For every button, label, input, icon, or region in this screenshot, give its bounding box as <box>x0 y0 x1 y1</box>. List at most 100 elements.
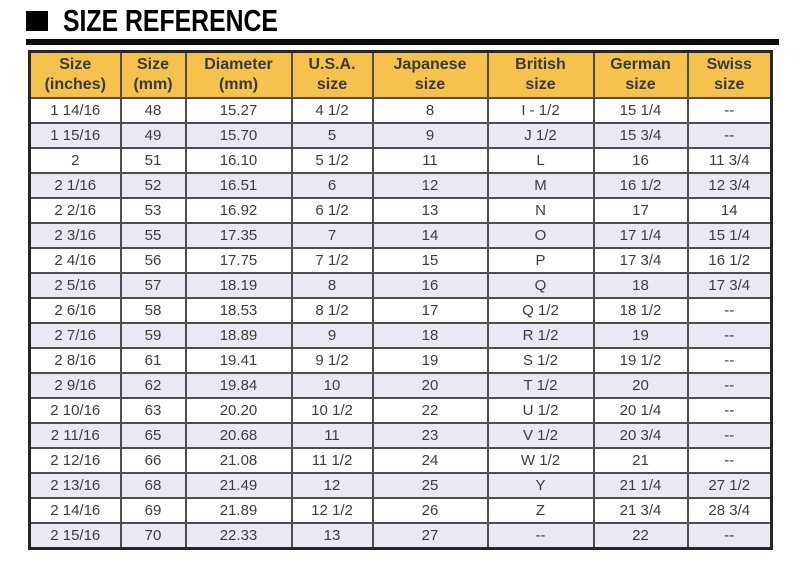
table-cell: -- <box>686 447 773 474</box>
table-cell: 62 <box>119 372 187 399</box>
size-reference-table: Size (inches) Size (mm) Diameter (mm) U.S.A. si… <box>28 50 773 550</box>
table-cell: U 1/2 <box>486 397 595 424</box>
table-cell: I - 1/2 <box>486 97 595 124</box>
table-row: 2 9/16 62 19.84 10 20 T 1/2 20 -- <box>28 372 773 399</box>
table-cell: 20.20 <box>184 397 293 424</box>
column-header: Japanese size <box>371 50 489 99</box>
column-header: Diameter (mm) <box>184 50 293 99</box>
table-cell: 1 15/16 <box>28 122 122 149</box>
title-underline <box>26 39 779 45</box>
table-cell: 11 3/4 <box>686 147 773 174</box>
table-cell: 16.51 <box>184 172 293 199</box>
square-bullet-icon <box>26 10 48 31</box>
table-cell: 2 14/16 <box>28 497 122 524</box>
table-row: 2 10/16 63 20.20 10 1/2 22 U 1/2 20 1/4 -- <box>28 397 773 424</box>
table-cell: Q <box>486 272 595 299</box>
table-cell: 15 3/4 <box>592 122 689 149</box>
table-row: 2 1/16 52 16.51 6 12 M 16 1/2 12 3/4 <box>28 172 773 199</box>
table-row: 2 5/16 57 18.19 8 16 Q 18 17 3/4 <box>28 272 773 299</box>
table-cell: 19.41 <box>184 347 293 374</box>
table-cell: 18.53 <box>184 297 293 324</box>
table-cell: R 1/2 <box>486 322 595 349</box>
table-cell: 55 <box>119 222 187 249</box>
table-cell: 15.70 <box>184 122 293 149</box>
column-header: Size (inches) <box>28 50 122 99</box>
table-cell: 16 1/2 <box>686 247 773 274</box>
table-cell: Q 1/2 <box>486 297 595 324</box>
table-cell: 17 <box>371 297 489 324</box>
table-cell: 69 <box>119 497 187 524</box>
column-header: British size <box>486 50 595 99</box>
column-header: German size <box>592 50 689 99</box>
table-cell: 14 <box>686 197 773 224</box>
table-cell: 14 <box>371 222 489 249</box>
table-cell: 59 <box>119 322 187 349</box>
table-cell: J 1/2 <box>486 122 595 149</box>
table-cell: 65 <box>119 422 187 449</box>
table-cell: 18 <box>592 272 689 299</box>
table-cell: 15 1/4 <box>686 222 773 249</box>
table-cell: -- <box>686 122 773 149</box>
table-cell: L <box>486 147 595 174</box>
table-cell: 7 1/2 <box>290 247 374 274</box>
table-cell: 2 13/16 <box>28 472 122 499</box>
table-cell: 11 <box>290 422 374 449</box>
table-cell: 61 <box>119 347 187 374</box>
table-cell: 12 1/2 <box>290 497 374 524</box>
table-cell: 68 <box>119 472 187 499</box>
table-cell: 11 <box>371 147 489 174</box>
table-cell: 10 1/2 <box>290 397 374 424</box>
table-cell: 2 3/16 <box>28 222 122 249</box>
table-cell: S 1/2 <box>486 347 595 374</box>
table-row: 2 13/16 68 21.49 12 25 Y 21 1/4 27 1/2 <box>28 472 773 499</box>
table-cell: 21.89 <box>184 497 293 524</box>
table-cell: 17 3/4 <box>592 247 689 274</box>
table-row: 1 14/16 48 15.27 4 1/2 8 I - 1/2 15 1/4 -- <box>28 97 773 124</box>
table-cell: 6 <box>290 172 374 199</box>
table-cell: Y <box>486 472 595 499</box>
table-cell: 66 <box>119 447 187 474</box>
table-cell: 27 1/2 <box>686 472 773 499</box>
table-cell: T 1/2 <box>486 372 595 399</box>
table-cell: 5 <box>290 122 374 149</box>
table-cell: M <box>486 172 595 199</box>
table-cell: 2 5/16 <box>28 272 122 299</box>
table-cell: 63 <box>119 397 187 424</box>
table-cell: 9 <box>371 122 489 149</box>
table-cell: 20 1/4 <box>592 397 689 424</box>
table-header-row: Size (inches) Size (mm) Diameter (mm) U.S.A. si… <box>28 50 773 99</box>
table-cell: 2 10/16 <box>28 397 122 424</box>
table-cell: -- <box>486 522 595 550</box>
table-cell: 12 <box>290 472 374 499</box>
table-cell: W 1/2 <box>486 447 595 474</box>
table-cell: 9 <box>290 322 374 349</box>
table-cell: 8 <box>290 272 374 299</box>
table-cell: 2 9/16 <box>28 372 122 399</box>
table-cell: -- <box>686 522 773 550</box>
table-cell: 2 1/16 <box>28 172 122 199</box>
table-cell: 4 1/2 <box>290 97 374 124</box>
table-cell: -- <box>686 397 773 424</box>
table-row: 2 15/16 70 22.33 13 27 -- 22 -- <box>28 522 773 550</box>
table-cell: 17.35 <box>184 222 293 249</box>
table-cell: 2 2/16 <box>28 197 122 224</box>
table-cell: 2 4/16 <box>28 247 122 274</box>
page-header: SIZE REFERENCE <box>26 5 800 36</box>
table-cell: 18.89 <box>184 322 293 349</box>
table-cell: 8 <box>371 97 489 124</box>
table-cell: 21 3/4 <box>592 497 689 524</box>
table-row: 2 14/16 69 21.89 12 1/2 26 Z 21 3/4 28 3/4 <box>28 497 773 524</box>
table-header: Size (inches) Size (mm) Diameter (mm) U.S.A. si… <box>28 50 773 99</box>
table-cell: -- <box>686 422 773 449</box>
table-cell: 19 <box>592 322 689 349</box>
table-cell: 5 1/2 <box>290 147 374 174</box>
table-cell: 20 <box>592 372 689 399</box>
table-cell: 17 <box>592 197 689 224</box>
table-cell: 19 1/2 <box>592 347 689 374</box>
table-row: 1 15/16 49 15.70 5 9 J 1/2 15 3/4 -- <box>28 122 773 149</box>
table-cell: 51 <box>119 147 187 174</box>
table-cell: 21 <box>592 447 689 474</box>
table-cell: 27 <box>371 522 489 550</box>
table-cell: 57 <box>119 272 187 299</box>
table-cell: 10 <box>290 372 374 399</box>
